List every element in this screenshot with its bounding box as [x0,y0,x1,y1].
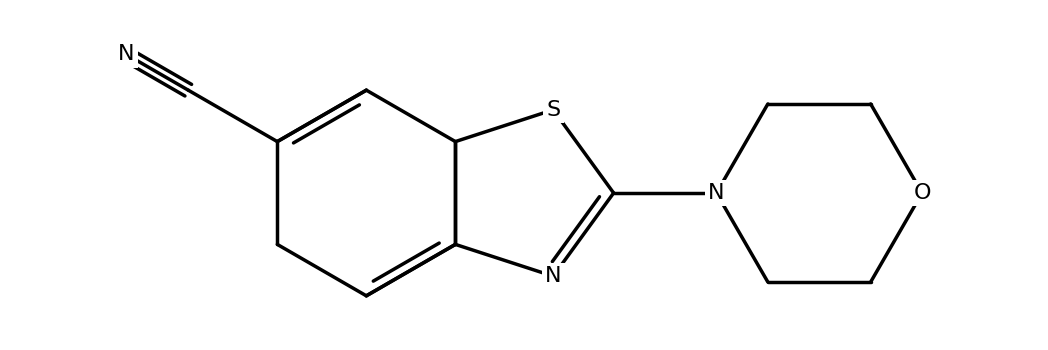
Text: O: O [913,183,931,203]
Text: N: N [545,266,562,286]
Text: N: N [708,183,724,203]
Text: N: N [117,44,134,64]
Text: S: S [546,100,561,120]
